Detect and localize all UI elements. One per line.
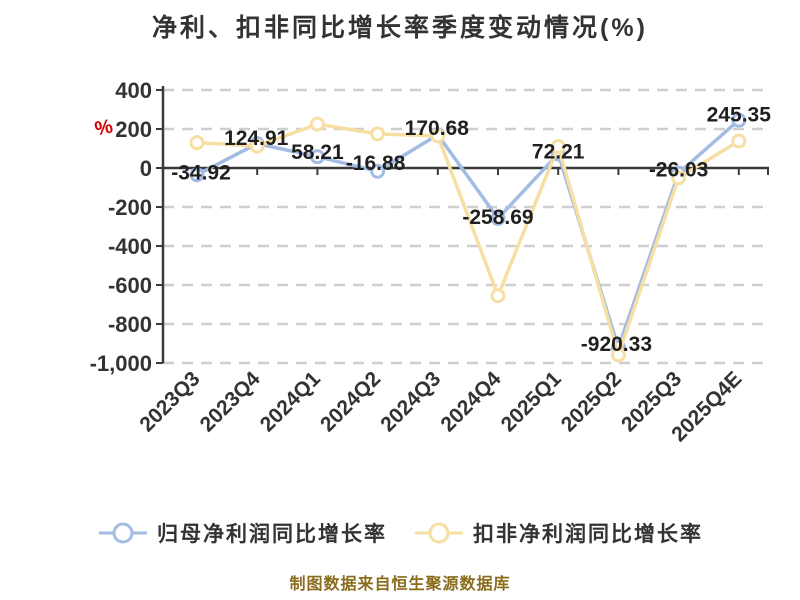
data-point-label: -26.03 xyxy=(649,159,709,182)
data-point-label: 58.21 xyxy=(291,141,344,164)
data-source-note: 制图数据来自恒生聚源数据库 xyxy=(289,576,511,593)
legend: 归母净利润同比增长率 扣非净利润同比增长率 xyxy=(0,518,800,548)
data-point xyxy=(610,347,626,363)
legend-item-net-profit-growth: 归母净利润同比增长率 xyxy=(97,518,387,548)
y-tick-label: -200 xyxy=(108,195,152,220)
data-point-label: -34.92 xyxy=(171,161,231,184)
y-tick-label: -800 xyxy=(108,312,152,337)
data-point xyxy=(249,138,265,154)
data-point xyxy=(731,133,747,149)
y-tick-label: 200 xyxy=(115,117,152,142)
legend-label: 扣非净利润同比增长率 xyxy=(473,523,703,546)
y-tick-label: 0 xyxy=(140,156,152,181)
data-point-label: 72.21 xyxy=(532,140,585,163)
y-tick-label: 400 xyxy=(115,78,152,103)
data-point xyxy=(731,112,747,128)
data-point-label: -16.88 xyxy=(346,152,406,175)
legend-item-non-recurring-growth: 扣非净利润同比增长率 xyxy=(413,518,703,548)
y-tick-label: -600 xyxy=(108,273,152,298)
data-point-label: 245.35 xyxy=(707,104,772,127)
data-point xyxy=(671,170,687,186)
chart-title: 净利、扣非同比增长率季度变动情况(%) xyxy=(152,14,648,42)
data-point xyxy=(430,128,446,144)
y-tick-label: -1,000 xyxy=(90,351,152,376)
data-point xyxy=(309,116,325,132)
x-tick-label: 2024Q3 xyxy=(376,367,445,436)
plot-area: 400 200 0 -200 -400 -600 -800 -1,0002023Q32023Q… xyxy=(90,78,772,446)
series-line-0 xyxy=(195,118,741,350)
x-tick-label: 2025Q2 xyxy=(557,367,626,436)
data-point xyxy=(490,210,506,226)
legend-line-marker-icon xyxy=(99,522,147,544)
data-point-label: -258.69 xyxy=(462,206,533,229)
data-point xyxy=(490,288,506,304)
x-tick-label: 2024Q1 xyxy=(256,367,325,436)
series-line-1 xyxy=(195,122,741,357)
data-point xyxy=(309,149,325,165)
legend-label: 归母净利润同比增长率 xyxy=(157,523,387,546)
x-tick-label: 2023Q4 xyxy=(196,367,265,436)
data-point-label: 170.68 xyxy=(405,117,470,140)
data-point-label: -920.33 xyxy=(581,333,652,356)
data-point xyxy=(189,135,205,151)
y-tick-label: -400 xyxy=(108,234,152,259)
data-point-label: 124.91 xyxy=(224,127,289,150)
x-tick-label: 2023Q3 xyxy=(135,367,204,436)
data-point xyxy=(189,167,205,183)
x-tick-label: 2025Q1 xyxy=(497,367,566,436)
data-point xyxy=(370,126,386,142)
x-tick-label: 2024Q4 xyxy=(436,367,505,436)
data-point xyxy=(550,139,566,155)
data-point xyxy=(370,163,386,179)
legend-line-marker-icon xyxy=(415,522,463,544)
x-tick-label: 2024Q2 xyxy=(316,367,385,436)
